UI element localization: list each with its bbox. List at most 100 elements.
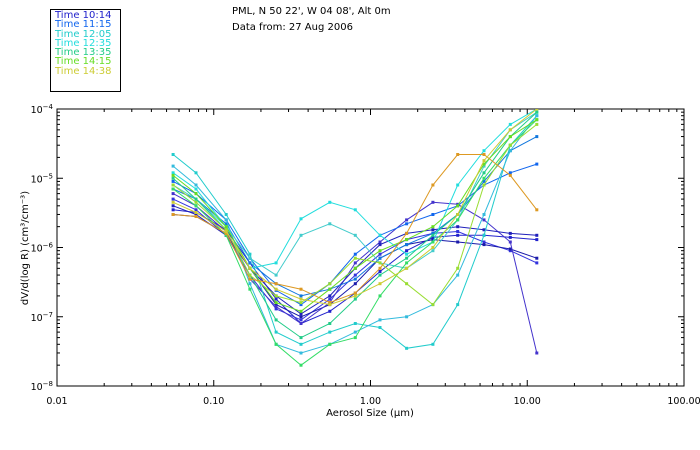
data-point xyxy=(248,252,252,256)
data-point xyxy=(224,218,228,222)
data-point xyxy=(456,240,460,244)
data-point xyxy=(171,176,175,180)
data-point xyxy=(482,213,486,216)
legend-item: Time 11:15 xyxy=(55,19,112,31)
data-point xyxy=(299,297,303,301)
data-point xyxy=(299,303,303,307)
data-point xyxy=(508,249,512,253)
data-point xyxy=(224,231,228,235)
data-point xyxy=(508,128,512,132)
data-point xyxy=(431,249,435,253)
data-point xyxy=(431,342,435,346)
data-point xyxy=(456,204,460,208)
data-point xyxy=(405,222,409,226)
data-point xyxy=(353,266,357,270)
data-point xyxy=(353,294,357,298)
data-point xyxy=(194,192,198,196)
data-point xyxy=(274,282,278,286)
data-point xyxy=(171,208,175,212)
data-point xyxy=(508,149,512,153)
data-point xyxy=(328,309,332,313)
data-point xyxy=(535,261,539,265)
data-point xyxy=(456,218,460,222)
data-point xyxy=(378,318,382,322)
data-point xyxy=(482,171,486,175)
data-point xyxy=(353,291,357,295)
data-point xyxy=(328,342,332,346)
data-point xyxy=(482,176,486,180)
data-point xyxy=(194,187,198,191)
data-point xyxy=(431,225,435,229)
data-point xyxy=(224,233,228,237)
data-point xyxy=(405,231,409,235)
data-point xyxy=(328,322,332,325)
plot-area-frame xyxy=(56,108,685,387)
data-point xyxy=(328,303,332,307)
data-point xyxy=(328,200,332,204)
legend-item: Time 10:14 xyxy=(55,10,112,21)
legend-item: Time 13:35 xyxy=(55,47,112,59)
data-point xyxy=(535,256,539,260)
x-axis-label: Aerosol Size (μm) xyxy=(326,408,414,419)
data-point xyxy=(508,240,512,244)
x-tick-label: 0.01 xyxy=(46,396,67,407)
x-tick-label: 0.10 xyxy=(203,396,224,407)
data-point xyxy=(431,235,435,239)
data-point xyxy=(171,171,175,175)
data-point xyxy=(535,233,539,237)
data-point xyxy=(274,307,278,311)
data-point xyxy=(274,297,278,301)
data-point xyxy=(299,322,303,325)
data-point xyxy=(224,225,228,229)
y-tick-label: 10−7 xyxy=(31,311,53,324)
data-point xyxy=(224,228,228,232)
data-point xyxy=(248,277,252,281)
data-point xyxy=(456,233,460,237)
data-point xyxy=(431,231,435,235)
data-point xyxy=(299,233,303,237)
data-point xyxy=(353,330,357,334)
data-point xyxy=(353,322,357,325)
data-point xyxy=(482,228,486,232)
data-point xyxy=(405,346,409,350)
data-point xyxy=(535,118,539,122)
legend-item: Time 12:05 xyxy=(55,28,112,40)
data-point xyxy=(405,238,409,242)
data-point xyxy=(299,301,303,305)
data-point xyxy=(535,109,539,111)
data-point xyxy=(171,187,175,191)
data-point xyxy=(171,164,175,168)
data-point xyxy=(248,287,252,291)
data-point xyxy=(482,159,486,163)
data-point xyxy=(482,179,486,183)
data-point xyxy=(171,200,175,204)
data-point xyxy=(224,230,228,233)
x-tick-label: 1.00 xyxy=(360,396,381,407)
data-point xyxy=(378,282,382,286)
data-point xyxy=(274,342,278,346)
data-point xyxy=(353,252,357,256)
data-point xyxy=(328,301,332,305)
data-point xyxy=(378,266,382,270)
data-point xyxy=(405,249,409,253)
data-point xyxy=(194,171,198,175)
data-point xyxy=(378,256,382,260)
data-point xyxy=(171,213,175,216)
data-point xyxy=(194,215,198,218)
data-point xyxy=(482,164,486,168)
data-point xyxy=(482,162,486,166)
data-point xyxy=(431,200,435,204)
data-point xyxy=(508,231,512,235)
data-point xyxy=(299,336,303,340)
data-point xyxy=(299,294,303,298)
y-tick-label: 10−4 xyxy=(31,103,54,116)
data-point xyxy=(274,330,278,334)
data-point xyxy=(248,282,252,286)
data-point xyxy=(353,273,357,277)
data-point xyxy=(171,153,175,156)
data-point xyxy=(456,266,460,270)
location-title: PML, N 50 22', W 04 08', Alt 0m xyxy=(232,6,391,17)
data-point xyxy=(456,273,460,277)
data-point xyxy=(456,230,460,233)
